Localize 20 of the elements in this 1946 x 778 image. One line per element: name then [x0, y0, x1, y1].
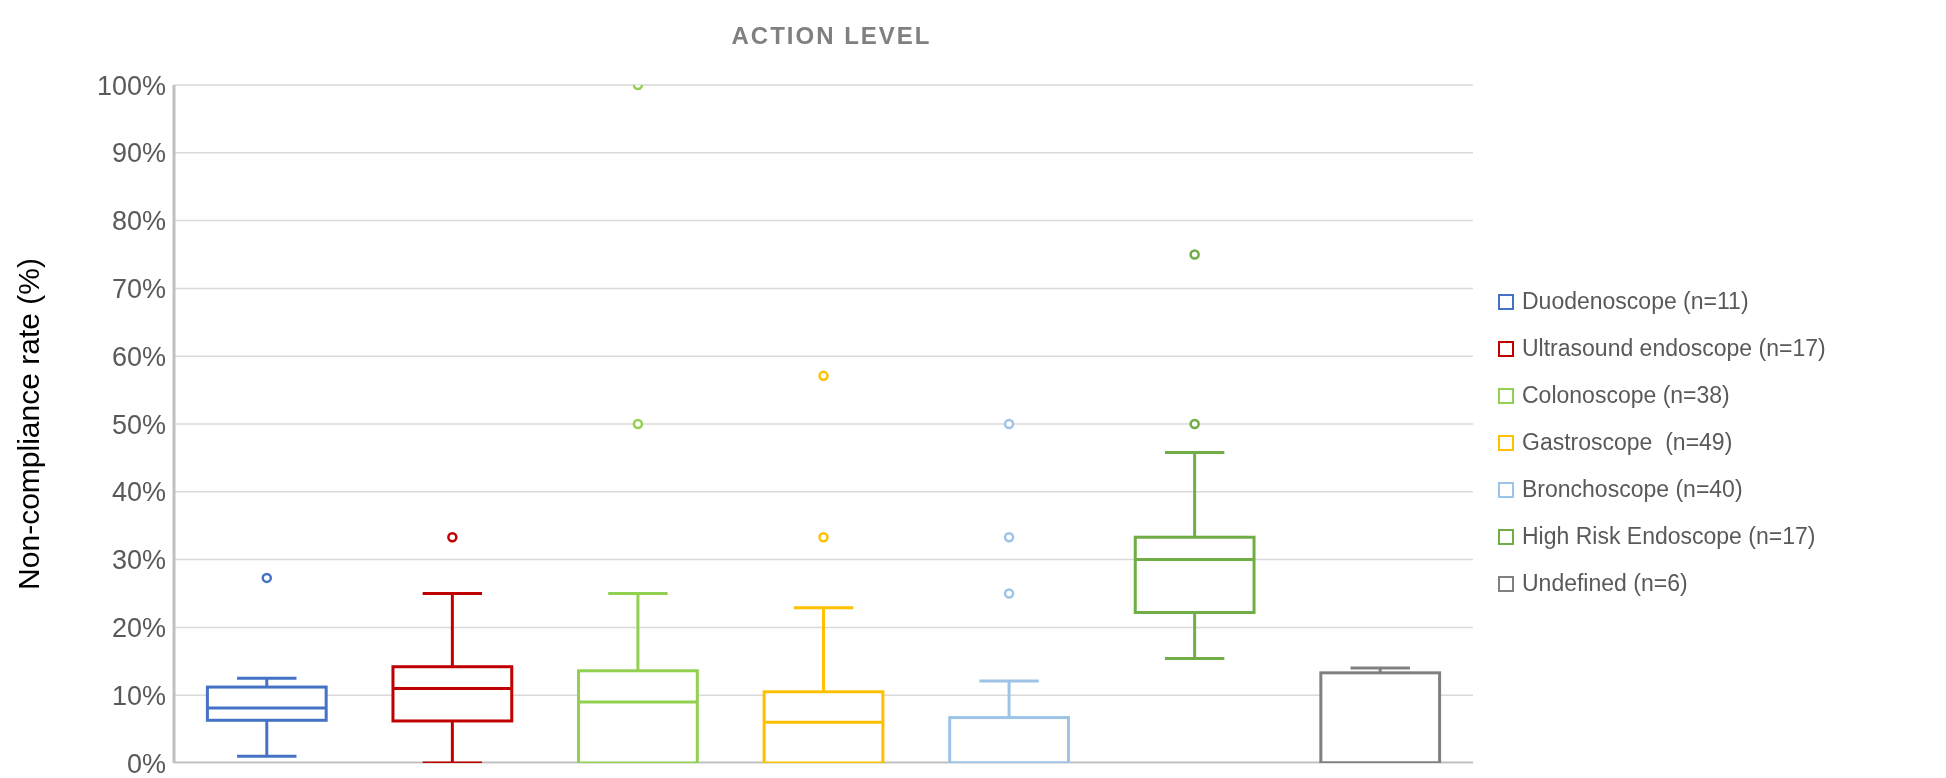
- y-tick-label: 50%: [111, 409, 166, 440]
- y-tick-label: 0%: [126, 748, 166, 778]
- legend-label: Colonoscope (n=38): [1522, 382, 1730, 409]
- y-tick-label: 30%: [111, 545, 166, 576]
- y-tick-label: 70%: [111, 273, 166, 304]
- legend-label: High Risk Endoscope (n=17): [1522, 523, 1816, 550]
- legend-label: Undefined (n=6): [1522, 570, 1688, 597]
- legend-label: Duodenoscope (n=11): [1522, 288, 1749, 315]
- y-tick-label: 20%: [111, 612, 166, 643]
- y-tick-label: 80%: [111, 206, 166, 237]
- y-tick-label: 60%: [111, 341, 166, 372]
- y-tick-label: 90%: [111, 138, 166, 169]
- y-tick-label: 100%: [96, 70, 166, 101]
- y-axis-title: Non-compliance rate (%): [11, 258, 45, 590]
- chart-title: ACTION LEVEL: [730, 22, 933, 50]
- y-tick-label: 10%: [111, 680, 166, 711]
- legend-label: Ultrasound endoscope (n=17): [1522, 335, 1826, 362]
- legend-label: Gastroscope (n=49): [1522, 429, 1733, 456]
- legend-label: Bronchoscope (n=40): [1522, 476, 1743, 503]
- y-tick-label: 40%: [111, 477, 166, 508]
